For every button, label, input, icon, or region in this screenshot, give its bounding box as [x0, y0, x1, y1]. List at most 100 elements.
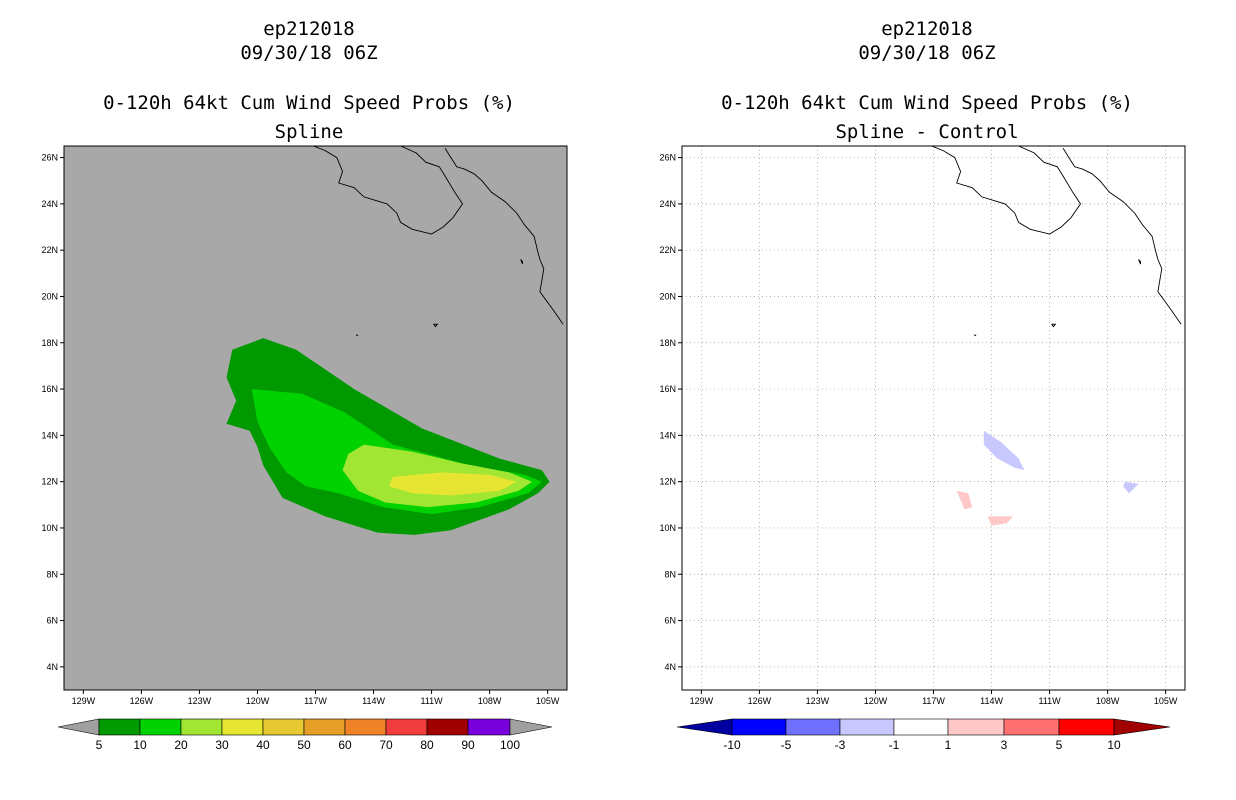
left-colorbar-label: 90 [461, 738, 475, 752]
left-contour-30-40 [389, 472, 517, 496]
left-datetime: 09/30/18 06Z [240, 42, 378, 64]
right-colorbar-cap-low [676, 718, 733, 736]
right-storm-id: ep212018 [881, 18, 973, 40]
right-coastline-mainland [1062, 148, 1182, 325]
right-colorbar-label: -1 [889, 738, 900, 752]
right-ytick-label: 20N [659, 291, 676, 301]
right-ytick-label: 10N [659, 523, 676, 533]
left-coastline-baja [313, 146, 464, 235]
left-colorbar-label: 40 [256, 738, 270, 752]
right-colorbar-cap-high [1113, 718, 1171, 736]
left-colorbar-cap-low [57, 718, 100, 736]
left-colorbar-cap-high [509, 718, 553, 736]
left-colorbar-swatch [344, 718, 387, 736]
right-xtick-label: 114W [980, 696, 1003, 706]
left-plot-layer [226, 146, 564, 535]
left-colorbar-label: 30 [215, 738, 229, 752]
left-xtick-label: 111W [420, 696, 443, 706]
right-ytick-label: 24N [659, 199, 676, 209]
left-coastline-mainland [444, 148, 564, 325]
right-ytick-label: 22N [659, 245, 676, 255]
right-colorbar-label: -10 [723, 738, 741, 752]
right-subtitle: Spline - Control [835, 121, 1019, 143]
left-xtick-label: 126W [130, 696, 154, 706]
right-ytick-label: 18N [659, 338, 676, 348]
left-colorbar-swatch [180, 718, 223, 736]
right-xtick-label: 129W [690, 696, 714, 706]
left-chart-title: ep212018 09/30/18 06Z 0-120h 64kt Cum Wi… [0, 17, 618, 144]
left-colorbar-label: 60 [338, 738, 352, 752]
right-ytick-label: 16N [659, 384, 676, 394]
right-ytick-label: 6N [664, 616, 676, 626]
left-xtick-label: 123W [188, 696, 212, 706]
right-xtick-label: 117W [922, 696, 945, 706]
right-island [973, 334, 977, 337]
left-colorbar-swatch [303, 718, 346, 736]
right-colorbar-label: -5 [781, 738, 792, 752]
left-colorbar-label: 70 [379, 738, 393, 752]
left-island [355, 334, 359, 337]
right-xtick-label: 111W [1038, 696, 1061, 706]
right-chart-title: ep212018 09/30/18 06Z 0-120h 64kt Cum Wi… [618, 17, 1236, 144]
left-colorbar-swatch [221, 718, 264, 736]
left-ytick-label: 20N [41, 291, 58, 301]
right-colorbar-label: 3 [1001, 738, 1008, 752]
right-xtick-label: 105W [1154, 696, 1178, 706]
left-ytick-label: 14N [41, 430, 58, 440]
right-colorbar-swatch [947, 718, 1005, 736]
left-colorbar-swatch [139, 718, 182, 736]
right-ytick-label: 4N [664, 662, 676, 672]
right-colorbar-swatch [839, 718, 895, 736]
left-xtick-label: 108W [478, 696, 502, 706]
right-colorbar-swatch [1003, 718, 1060, 736]
right-colorbar-swatch [1058, 718, 1115, 736]
left-colorbar-swatch [262, 718, 305, 736]
left-ytick-label: 6N [46, 616, 58, 626]
left-colorbar-swatch [426, 718, 469, 736]
left-subtitle: Spline [274, 121, 344, 143]
right-xtick-label: 126W [748, 696, 772, 706]
left-colorbar-label: 100 [500, 738, 520, 752]
left-xtick-label: 129W [72, 696, 96, 706]
right-xtick-label: 123W [806, 696, 830, 706]
left-ytick-label: 4N [46, 662, 58, 672]
right-contour--3to-1 [983, 430, 1025, 471]
left-xtick-label: 105W [536, 696, 560, 706]
left-colorbar-swatch [467, 718, 511, 736]
right-datetime: 09/30/18 06Z [858, 42, 996, 64]
left-ytick-label: 18N [41, 338, 58, 348]
right-colorbar-label: 10 [1107, 738, 1121, 752]
left-ytick-label: 24N [41, 199, 58, 209]
left-island [520, 259, 523, 265]
right-colorbar-swatch [893, 718, 949, 736]
left-xtick-label: 120W [246, 696, 270, 706]
right-plot-layer [682, 146, 1185, 690]
right-island [1138, 259, 1141, 265]
right-contour-1to3 [987, 516, 1013, 526]
left-ytick-label: 8N [46, 569, 58, 579]
left-ytick-label: 22N [41, 245, 58, 255]
left-colorbar-label: 80 [420, 738, 434, 752]
left-colorbar-label: 50 [297, 738, 311, 752]
left-product-title: 0-120h 64kt Cum Wind Speed Probs (%) [103, 92, 515, 114]
right-xtick-label: 108W [1096, 696, 1120, 706]
right-colorbar-swatch [731, 718, 787, 736]
right-colorbar-label: 5 [1056, 738, 1063, 752]
right-ytick-label: 8N [664, 569, 676, 579]
left-colorbar-label: 5 [96, 738, 103, 752]
right-xtick-label: 120W [864, 696, 888, 706]
right-product-title: 0-120h 64kt Cum Wind Speed Probs (%) [721, 92, 1133, 114]
left-island [433, 323, 439, 328]
left-colorbar-swatch [98, 718, 141, 736]
left-ytick-label: 12N [41, 477, 58, 487]
left-ytick-label: 16N [41, 384, 58, 394]
right-ytick-label: 12N [659, 477, 676, 487]
left-ytick-label: 26N [41, 153, 58, 163]
right-island [1051, 323, 1057, 328]
left-xtick-label: 117W [304, 696, 327, 706]
left-storm-id: ep212018 [263, 18, 355, 40]
right-ytick-label: 14N [659, 430, 676, 440]
right-colorbar-label: -3 [835, 738, 846, 752]
right-colorbar-label: 1 [945, 738, 952, 752]
